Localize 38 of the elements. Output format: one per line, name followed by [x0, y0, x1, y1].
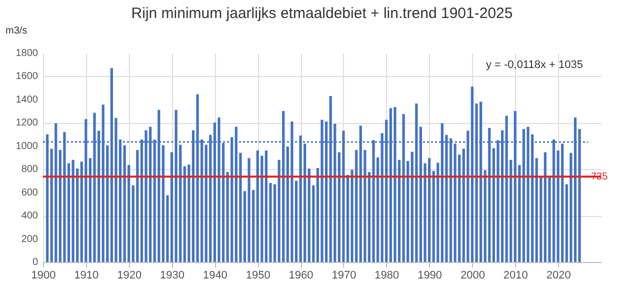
chart-title: Rijn minimum jaarlijks etmaaldebiet + lin.trend 1901-2025 — [131, 5, 513, 22]
bar — [136, 150, 139, 262]
x-tick-label: 1950 — [246, 270, 270, 282]
x-tick-label: 1900 — [31, 270, 56, 282]
y-axis-title: m3/s — [6, 26, 28, 36]
y-tick-label: 800 — [21, 164, 38, 176]
y-tick-label: 1400 — [16, 94, 38, 106]
bar — [170, 152, 174, 262]
bar — [72, 160, 74, 262]
y-tick-label: 1200 — [16, 118, 38, 129]
x-tick-label: 1930 — [160, 270, 185, 282]
bar — [256, 150, 259, 262]
y-tick-label: 1000 — [16, 140, 38, 152]
bar — [188, 164, 190, 262]
x-tick-label: 2000 — [460, 270, 485, 282]
y-tick-label: 1600 — [16, 71, 38, 82]
y-tick-label: 400 — [21, 210, 38, 222]
x-tick-label: 2020 — [546, 270, 571, 282]
x-tick-label: 1990 — [418, 270, 442, 282]
y-tick-label: 1800 — [16, 48, 38, 59]
annotation: y = -0,0118x + 1035 — [486, 59, 583, 71]
y-tick-label: 200 — [21, 234, 38, 245]
bar — [183, 166, 186, 262]
bar — [123, 145, 126, 262]
y-tick-label: 0 — [32, 257, 38, 268]
bar — [535, 158, 538, 262]
x-tick-label: 1920 — [117, 270, 142, 282]
x-tick-label: 1970 — [332, 270, 356, 282]
x-tick-label: 2010 — [503, 270, 528, 282]
bar — [436, 162, 440, 262]
x-tick-label: 1980 — [374, 270, 400, 282]
bar — [248, 158, 250, 262]
bar — [273, 184, 276, 262]
y-tick-label: 600 — [21, 187, 38, 198]
x-tick-label: 1910 — [74, 270, 99, 282]
bar — [308, 168, 310, 262]
x-tick-label: 1960 — [288, 270, 314, 282]
x-tick-label: 1940 — [202, 270, 228, 282]
